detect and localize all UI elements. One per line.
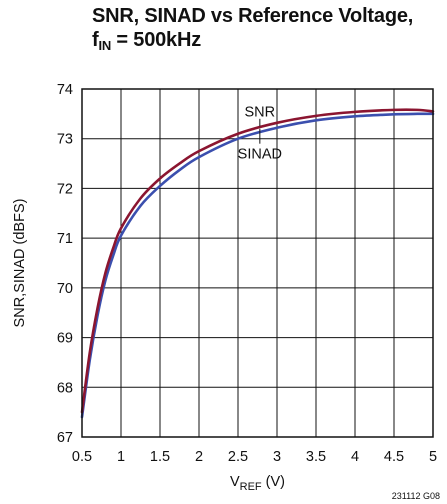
- x-tick-label: 4: [351, 449, 359, 465]
- grid: [81, 88, 434, 438]
- x-tick-label: 3: [273, 449, 281, 465]
- y-tick-label: 72: [57, 181, 73, 197]
- y-tick-label: 69: [57, 331, 73, 347]
- y-tick-label: 73: [57, 132, 73, 148]
- title-suffix: = 500kHz: [111, 29, 202, 51]
- x-label-sub: REF: [240, 481, 262, 493]
- y-tick-label: 68: [57, 380, 73, 396]
- x-axis-label: VREF (V): [230, 474, 285, 493]
- plot-frame: [81, 88, 434, 438]
- series-line-sinad: [80, 112, 435, 419]
- y-axis-label: SNR,SINAD (dBFS): [12, 199, 28, 328]
- y-tick-labels: 67 68 69 70 71 72 73 74: [57, 82, 73, 446]
- series-line-snr: [80, 108, 435, 414]
- x-tick-label: 1.5: [150, 449, 170, 465]
- chart-title: SNR, SINAD vs Reference Voltage, fIN = 5…: [92, 4, 442, 54]
- x-tick-label: 1: [117, 449, 125, 465]
- x-tick-label: 4.5: [384, 449, 404, 465]
- x-label-v: V: [230, 474, 240, 490]
- y-tick-label: 74: [57, 82, 73, 98]
- figure-code: 231112 G08: [392, 491, 440, 501]
- chart-title-line2: fIN = 500kHz: [92, 28, 442, 54]
- chart-title-line1: SNR, SINAD vs Reference Voltage,: [92, 5, 414, 27]
- title-f: f: [92, 29, 99, 51]
- x-label-unit: (V): [262, 474, 285, 490]
- series-labels: SNR SINAD: [238, 104, 282, 162]
- x-tick-label: 5: [429, 449, 437, 465]
- x-tick-labels: 0.5 1 1.5 2 2.5 3 3.5 4 4.5 5: [72, 449, 437, 465]
- x-tick-label: 0.5: [72, 449, 92, 465]
- series-label-snr: SNR: [245, 104, 276, 120]
- series-label-sinad: SINAD: [238, 147, 282, 163]
- y-tick-label: 70: [57, 281, 73, 297]
- series-lines: [80, 108, 435, 419]
- title-subscript: IN: [98, 38, 112, 53]
- plot-border: [81, 88, 434, 438]
- x-tick-label: 3.5: [306, 449, 326, 465]
- y-tick-label: 71: [57, 231, 73, 247]
- x-tick-label: 2.5: [228, 449, 248, 465]
- y-tick-label: 67: [57, 430, 73, 446]
- x-tick-label: 2: [195, 449, 203, 465]
